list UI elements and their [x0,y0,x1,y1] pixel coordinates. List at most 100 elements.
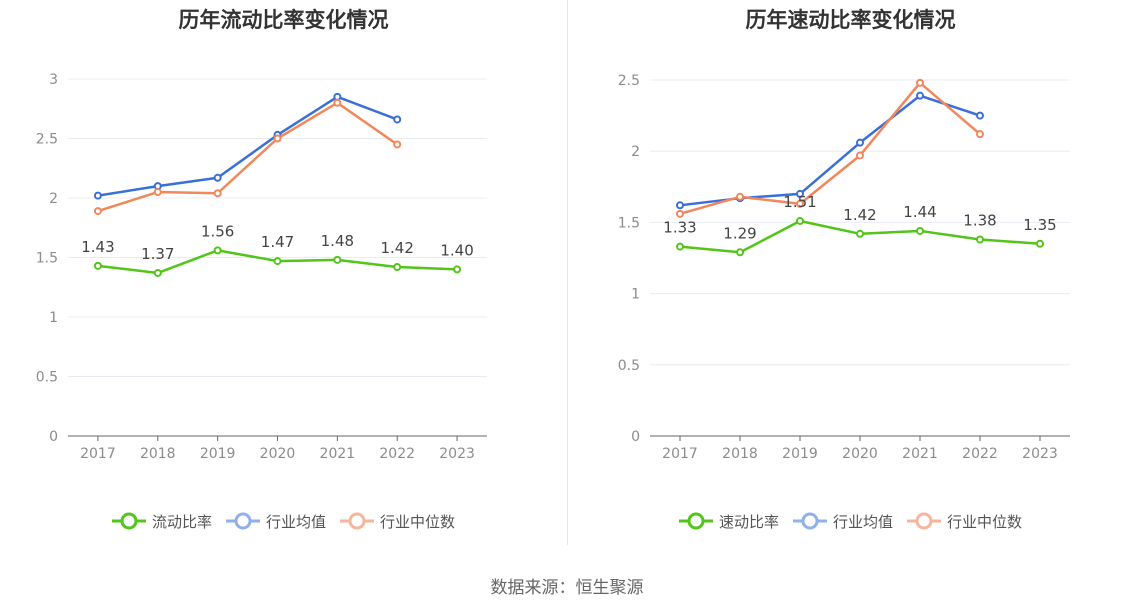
data-point-industry-avg [796,189,804,198]
data-point-industry-median [153,188,162,197]
x-tick-label: 2019 [200,446,236,462]
legend-item-company[interactable]: 流动比率 [111,510,212,532]
data-point-company [333,255,342,264]
data-point-industry-avg [93,191,102,200]
legend-item-industry-median[interactable]: 行业中位数 [907,510,1022,532]
legend-label: 行业均值 [832,512,893,531]
data-point-company [453,265,462,274]
data-point-industry-median [856,151,864,160]
data-label: 1.40 [440,241,473,259]
series-line-industry-median [97,101,398,213]
legend-label: 速动比率 [718,512,779,531]
legend-label: 行业中位数 [947,512,1023,531]
chart-title: 历年流动比率变化情况 [178,8,389,32]
data-point-industry-median [273,134,282,143]
data-point-industry-avg [213,173,222,182]
data-point-company [213,246,222,255]
y-tick-label: 1 [631,287,640,303]
x-tick-label: 2020 [260,446,296,462]
y-tick-label: 0.5 [36,370,58,386]
data-label: 1.35 [1023,216,1056,234]
y-tick-label: 2 [631,144,640,160]
legend-line-circle-icon [340,512,374,530]
legend-line-circle-icon [678,512,713,530]
y-tick-label: 1 [49,310,58,326]
x-tick-label: 2018 [140,446,176,462]
x-tick-label: 2017 [662,446,698,462]
series-line-industry-avg [97,95,398,197]
y-tick-label: 0 [631,429,640,445]
legend-item-industry-avg[interactable]: 行业均值 [792,510,893,532]
data-point-industry-median [333,98,342,107]
x-tick-label: 2020 [842,446,878,462]
data-point-company [916,226,924,235]
data-point-industry-median [213,189,222,198]
y-tick-label: 2 [49,191,58,207]
legend-line-circle-icon [111,512,146,530]
legend-label: 行业中位数 [380,512,456,531]
legend-label: 流动比率 [151,512,212,531]
y-tick-label: 3 [49,72,58,88]
legend-line-circle-icon [792,512,827,530]
data-label: 1.42 [381,239,414,257]
data-label: 1.38 [963,211,996,229]
y-tick-label: 1.5 [36,251,58,267]
data-label: 1.47 [261,233,294,251]
data-point-company [856,229,864,238]
data-point-company [976,235,984,244]
data-point-industry-median [796,199,804,208]
legend: 流动比率 行业均值 行业中位数 [0,510,567,532]
data-point-industry-avg [676,201,684,210]
y-tick-label: 0 [49,429,58,445]
data-label: 1.42 [843,206,876,224]
data-point-industry-median [916,78,924,87]
data-source: 数据来源：恒生聚源 [490,578,644,598]
data-label: 1.48 [321,232,354,250]
data-point-company [1036,239,1044,248]
legend: 速动比率 行业均值 行业中位数 [567,510,1134,532]
legend-line-circle-icon [225,512,260,530]
data-point-industry-avg [393,115,402,124]
x-tick-label: 2022 [962,446,998,462]
current-ratio-plot: 0 0.5 1 1.5 2 2.5 3 2017 2018 2019 2020 2021 2022 202… [36,72,487,462]
y-tick-label: 2.5 [618,73,640,89]
y-tick-label: 0.5 [618,358,640,374]
data-point-industry-median [976,130,984,139]
data-point-industry-median [736,192,744,201]
series-line-industry-median [679,81,981,216]
data-point-industry-median [93,207,102,216]
data-label: 1.56 [201,222,234,240]
quick-ratio-chart: 历年速动比率变化情况 0 0.5 1 1.5 2 2.5 2017 2018 2019 2020 2… [567,0,1134,560]
data-point-industry-avg [916,91,924,100]
data-point-industry-median [676,209,684,218]
data-point-company [273,257,282,266]
data-label: 1.51 [783,193,816,211]
legend-line-circle-icon [907,512,941,530]
series-line-industry-avg [679,94,981,207]
data-point-industry-median [393,140,402,149]
legend-item-industry-avg[interactable]: 行业均值 [225,510,326,532]
data-point-industry-avg [976,111,984,120]
y-tick-label: 2.5 [36,132,58,148]
divider [567,0,568,545]
data-point-company [736,248,744,257]
data-point-company [93,261,102,270]
data-point-company [676,242,684,251]
y-tick-label: 1.5 [618,215,640,231]
data-point-company [796,216,804,225]
data-label: 1.43 [81,238,114,256]
legend-item-company[interactable]: 速动比率 [678,510,779,532]
current-ratio-chart: 历年流动比率变化情况 0 0.5 1 1.5 2 2.5 3 2017 2018 2019 2020… [0,0,567,560]
x-tick-label: 2022 [379,446,415,462]
x-tick-label: 2023 [439,446,475,462]
x-tick-label: 2019 [782,446,818,462]
x-tick-label: 2017 [80,446,116,462]
legend-item-industry-median[interactable]: 行业中位数 [340,510,455,532]
data-point-company [393,263,402,272]
data-label: 1.37 [141,245,174,263]
chart-title: 历年速动比率变化情况 [745,8,956,32]
x-tick-label: 2023 [1022,446,1058,462]
legend-label: 行业均值 [265,512,326,531]
data-label: 1.29 [723,224,756,242]
x-tick-label: 2021 [320,446,356,462]
